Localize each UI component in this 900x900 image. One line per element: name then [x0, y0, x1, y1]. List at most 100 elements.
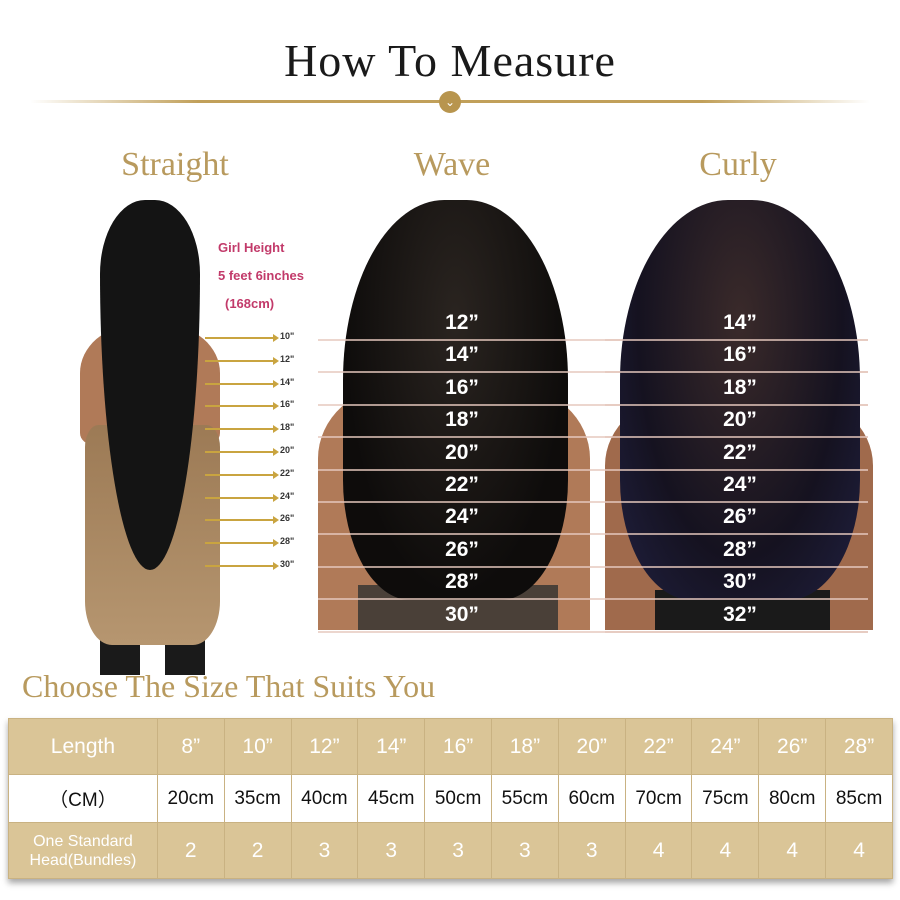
table-cell: 3	[357, 822, 426, 879]
measure-line	[318, 533, 868, 536]
table-cell: 2	[223, 822, 292, 879]
length-label: 22"	[280, 467, 295, 478]
arrow-icon	[205, 402, 279, 411]
table-cell: 22”	[624, 718, 693, 775]
row-header: （CM）	[8, 774, 158, 823]
measure-line	[605, 371, 868, 374]
length-label: 30”	[445, 602, 479, 626]
arrow-icon	[205, 562, 279, 570]
length-label: 22”	[445, 473, 479, 496]
table-cell: 3	[424, 822, 492, 879]
length-label: 20”	[445, 440, 479, 464]
measure-line	[318, 501, 868, 503]
length-label: 20”	[723, 408, 757, 432]
length-label: 12"	[280, 353, 295, 364]
measure-line	[605, 403, 868, 406]
table-cell: 40cm	[290, 774, 359, 823]
table-cell: 4	[624, 822, 693, 879]
table-cell: 60cm	[557, 774, 626, 823]
size-table: Length 8” 10” 12” 14” 16” 18” 20” 22” 24” 26” 28” （C…	[8, 718, 893, 879]
table-cell: 4	[691, 822, 760, 879]
heading-wave: Wave	[413, 146, 491, 183]
choose-size-heading: Choose The Size That Suits You	[22, 668, 436, 704]
table-cell: 50cm	[424, 774, 492, 823]
table-cell: 10”	[223, 718, 292, 775]
measure-line	[318, 598, 868, 601]
length-label: 14"	[280, 376, 295, 387]
arrow-icon	[205, 539, 279, 548]
measure-line	[605, 436, 868, 439]
measure-line	[318, 630, 868, 633]
length-label: 16”	[723, 343, 757, 367]
chevron-down-icon: ⌄	[439, 91, 461, 113]
arrow-icon	[205, 334, 279, 342]
length-label: 30"	[280, 559, 295, 569]
length-label: 14”	[723, 311, 757, 334]
length-label: 24"	[280, 490, 295, 501]
table-cell: 20cm	[156, 774, 225, 823]
measure-line	[318, 339, 868, 341]
length-label: 28"	[280, 536, 295, 547]
length-label: 24”	[723, 473, 757, 496]
wave-hair-photo	[318, 195, 590, 630]
table-cell: 75cm	[691, 774, 760, 823]
heading-curly: Curly	[699, 146, 777, 183]
curly-hair-photo	[605, 195, 873, 630]
table-cell: 12”	[290, 718, 359, 775]
length-label: 20"	[280, 445, 295, 455]
table-cell: 70cm	[624, 774, 693, 823]
length-label: 12”	[445, 311, 479, 334]
table-cell: 18”	[490, 718, 559, 775]
length-label: 22”	[723, 440, 757, 464]
arrow-icon	[205, 516, 279, 525]
table-cell: 20”	[557, 718, 626, 775]
row-header: Length	[8, 718, 158, 775]
table-cell: 16”	[424, 718, 492, 775]
table-cell: 55cm	[490, 774, 559, 823]
measure-line	[318, 436, 868, 439]
arrow-icon	[205, 425, 279, 434]
arrow-icon	[205, 470, 279, 479]
measure-line	[605, 630, 868, 633]
measure-line	[605, 339, 868, 341]
straight-hair-photo	[55, 195, 245, 675]
length-label: 30”	[723, 570, 757, 594]
table-cell: 28”	[825, 718, 893, 775]
note-line: Girl Height	[218, 240, 285, 255]
table-cell: 2	[156, 822, 225, 879]
measure-line	[605, 565, 868, 568]
table-cell: 26”	[758, 718, 827, 775]
length-label: 16"	[280, 399, 295, 410]
length-label: 26”	[723, 505, 757, 529]
table-cell: 8”	[156, 718, 225, 775]
table-cell: 4	[758, 822, 827, 879]
length-label: 28”	[723, 537, 757, 561]
note-line: 5 feet 6inches	[218, 268, 304, 283]
length-label: 28”	[445, 570, 479, 594]
row-header: One Standard Head(Bundles)	[8, 822, 158, 879]
measure-line	[318, 371, 868, 374]
measure-line	[318, 565, 868, 568]
table-cell: 35cm	[223, 774, 292, 823]
table-cell: 80cm	[758, 774, 827, 823]
arrow-icon	[205, 379, 279, 388]
heading-straight: Straight	[121, 146, 229, 183]
table-cell: 3	[490, 822, 559, 879]
table-cell: 3	[290, 822, 359, 879]
length-label: 10"	[280, 331, 295, 341]
measure-line	[605, 468, 868, 471]
table-cell: 85cm	[825, 774, 893, 823]
length-label: 26"	[280, 513, 295, 524]
length-label: 26”	[445, 537, 479, 561]
arrow-icon	[205, 448, 279, 456]
length-label: 18"	[280, 422, 295, 433]
page-title: How To Measure	[284, 35, 616, 86]
measure-line	[605, 533, 868, 536]
table-row: （CM） 20cm 35cm 40cm 45cm 50cm 55cm 60cm 70cm 75cm…	[8, 774, 893, 823]
length-label: 14”	[445, 343, 479, 367]
note-line: (168cm)	[225, 296, 275, 311]
table-cell: 3	[557, 822, 626, 879]
table-row: Length 8” 10” 12” 14” 16” 18” 20” 22” 24” 26” 28”	[8, 718, 893, 775]
table-cell: 24”	[691, 718, 760, 775]
arrow-icon	[205, 493, 279, 502]
